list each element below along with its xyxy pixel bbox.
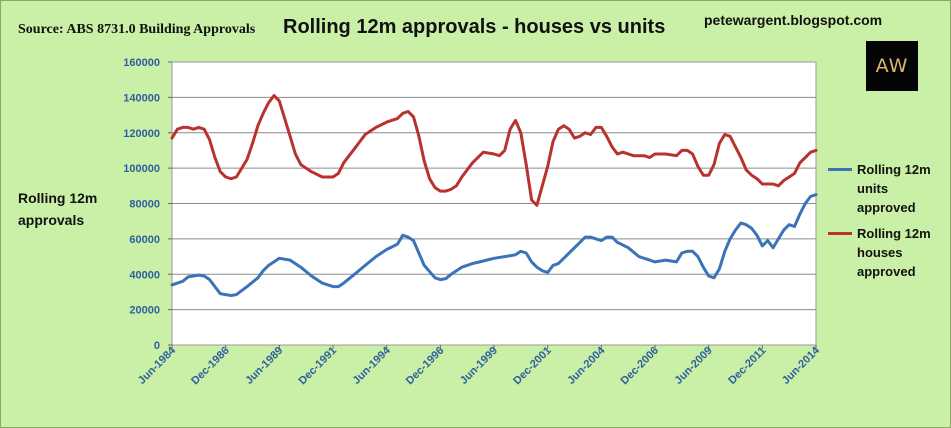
x-tick-label: Jun-1989 [243,345,285,387]
legend-swatch-units [828,168,852,171]
chart-title: Rolling 12m approvals - houses vs units [283,16,666,38]
y-tick-label: 0 [154,340,160,352]
x-tick-label: Jun-2014 [780,344,823,387]
x-tick-label: Dec-1991 [296,345,339,388]
source-note: Source: ABS 8731.0 Building Approvals [18,22,256,37]
y-tick-label: 140000 [123,92,160,104]
legend-label-houses: Rolling 12m houses approved [857,226,931,279]
y-axis-label: Rolling 12m approvals [18,190,98,228]
legend-label-units: Rolling 12m units approved [857,162,931,215]
x-tick-label: Dec-1996 [404,345,447,388]
x-tick-label: Jun-1994 [351,344,394,387]
y-tick-label: 160000 [123,57,160,69]
series-line-houses [170,94,818,207]
y-tick-label: 80000 [129,199,160,211]
logo-text: AW [875,55,909,77]
y-tick-label: 40000 [129,269,160,281]
y-tick-label: 120000 [123,128,160,140]
blog-url: petewargent.blogspot.com [704,12,883,28]
legend-swatch-houses [828,232,852,235]
x-tick-label: Dec-2001 [511,345,554,388]
y-tick-label: 60000 [129,234,160,246]
series-line-units [170,193,818,297]
x-tick-label: Jun-1999 [458,345,500,387]
y-tick-label: 20000 [129,305,160,317]
y-tick-label: 100000 [123,163,160,175]
x-tick-label: Jun-2004 [565,344,608,387]
x-tick-label: Dec-2006 [618,345,661,388]
x-tick-label: Dec-1986 [189,345,232,388]
x-tick-label: Jun-2009 [673,345,715,387]
x-tick-label: Dec-2011 [726,345,768,387]
aw-logo: AW [866,41,918,91]
